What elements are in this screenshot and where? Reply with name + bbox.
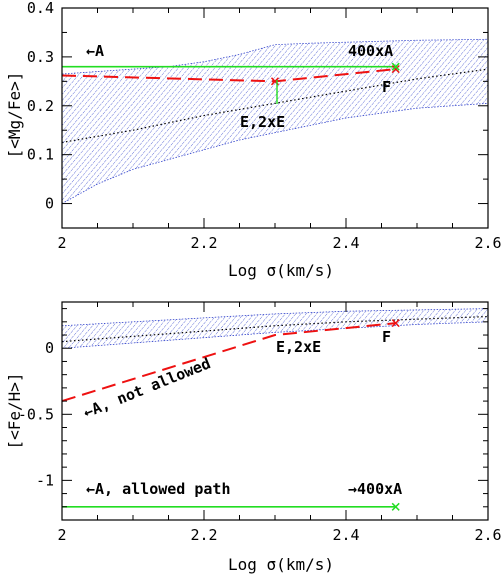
annotation-400xa: 400xA	[348, 42, 393, 60]
y-tick-label: 0	[45, 339, 54, 357]
annotation-a-not-allowed: ←A, not allowed	[81, 354, 213, 421]
annotation-a-allowed: ←A, allowed path	[86, 480, 231, 498]
x-marker	[391, 319, 400, 328]
x-tick-label: 2.2	[190, 526, 217, 544]
plot-frame	[61, 301, 489, 521]
band-lower-edge	[61, 102, 489, 204]
annotation-e2xe: E,2xE	[240, 113, 285, 131]
band-area	[62, 308, 488, 349]
x-tick-label: 2.4	[332, 234, 359, 252]
y-tick-label: 0.2	[27, 97, 54, 115]
fe-h-panel: 2 2.2 2.4 2.6 -1 -0.5 0 Log σ(km/s) [<Fe/H>] E…	[5, 301, 501, 574]
mg-fe-panel: 2 2.2 2.4 2.6 0 0.1 0.2 0.3 0.4 Log σ(km/s) [<Mg…	[5, 0, 501, 280]
model-band	[61, 308, 489, 349]
annotation-400xa: →400xA	[348, 480, 402, 498]
y-tick-label: 0.4	[27, 0, 54, 17]
plot-frame	[61, 7, 489, 229]
y-tick-label: 0.1	[27, 146, 54, 164]
band-upper-edge	[61, 308, 489, 327]
x-tick-label: 2.4	[332, 526, 359, 544]
y-tick-label: -0.5	[18, 405, 54, 423]
x-axis-label: Log σ(km/s)	[228, 261, 334, 280]
y-axis-label: [<Mg/Fe>]	[5, 72, 24, 159]
mean-dotted-line	[61, 68, 489, 144]
series-group	[61, 315, 489, 508]
tick-labels: 2 2.2 2.4 2.6 -1 -0.5 0	[18, 339, 501, 544]
x-axis-label: Log σ(km/s)	[228, 555, 334, 574]
x-marker	[391, 65, 400, 74]
y-tick-label: -1	[36, 471, 54, 489]
x-tick-label: 2	[57, 526, 66, 544]
y-axis-label: [<Fe/H>]	[5, 372, 24, 449]
x-tick-label: 2.6	[474, 234, 501, 252]
red-dashed-path	[61, 322, 396, 403]
band-area	[62, 39, 488, 204]
tick-labels: 2 2.2 2.4 2.6 0 0.1 0.2 0.3 0.4	[27, 0, 501, 252]
x-tick-label: 2.6	[474, 526, 501, 544]
annotation-f: F	[382, 328, 391, 346]
y-tick-label: 0.3	[27, 48, 54, 66]
x-marker	[391, 502, 400, 511]
x-marker	[391, 62, 400, 71]
x-tick-label: 2	[57, 234, 66, 252]
marker-group	[270, 62, 400, 86]
band-lower-edge	[61, 321, 489, 349]
model-band	[61, 38, 489, 204]
marker-group	[391, 319, 400, 511]
annotation-f: F	[382, 78, 391, 96]
band-upper-edge	[61, 38, 489, 75]
x-tick-label: 2.2	[190, 234, 217, 252]
annotation-e2xe: E,2xE	[276, 338, 321, 356]
y-tick-label: 0	[45, 195, 54, 213]
annotation-a: ←A	[86, 42, 104, 60]
